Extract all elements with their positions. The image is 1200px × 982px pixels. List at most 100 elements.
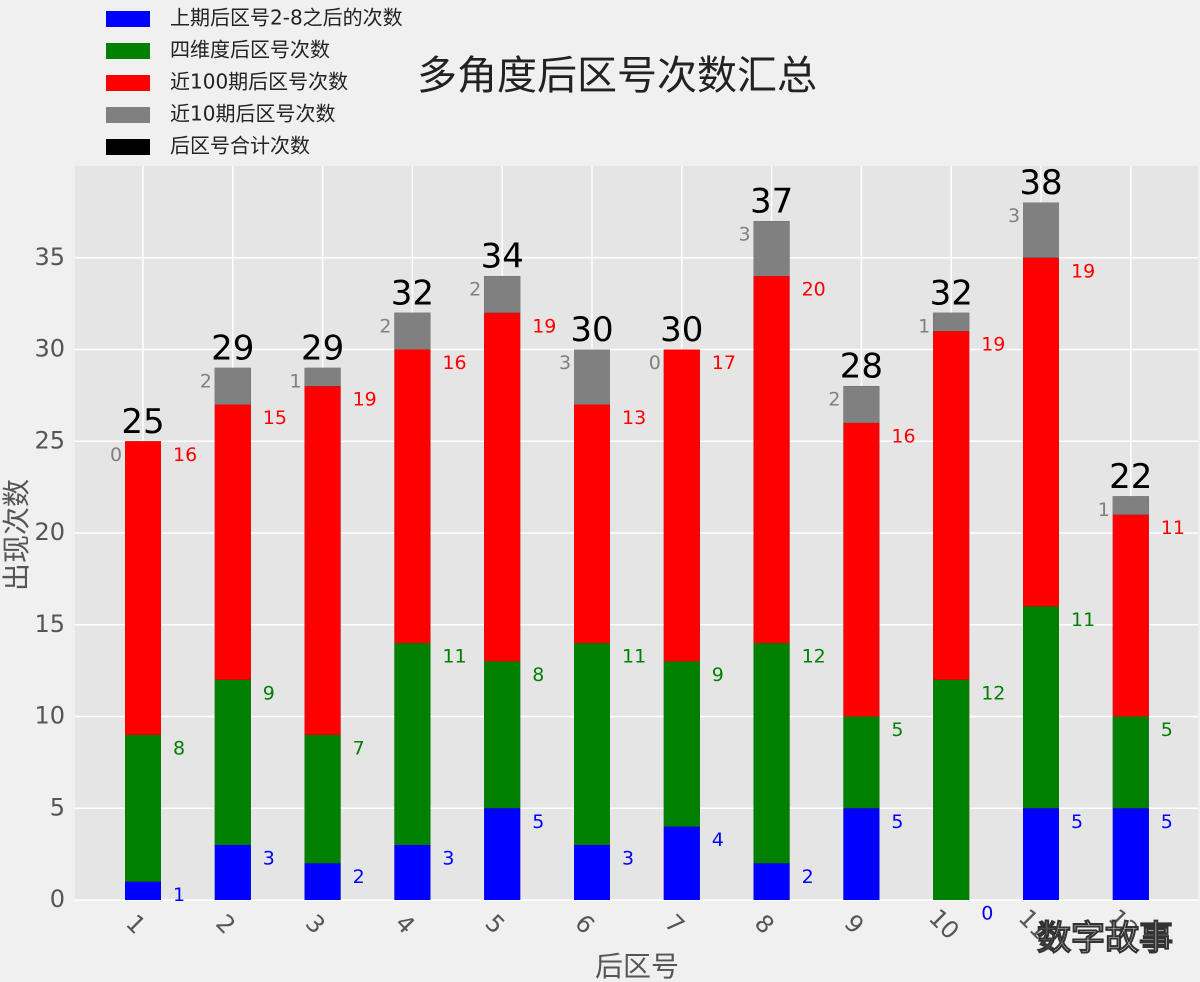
x-tick-label: 1 bbox=[120, 909, 151, 940]
value-label: 2 bbox=[828, 389, 840, 411]
bar-segment bbox=[394, 643, 431, 845]
value-label: 9 bbox=[712, 664, 724, 686]
value-label: 16 bbox=[173, 444, 197, 466]
bar-segment bbox=[663, 661, 700, 827]
x-tick-label: 7 bbox=[659, 909, 690, 940]
value-label: 19 bbox=[981, 334, 1005, 356]
bar-segment bbox=[843, 808, 880, 900]
x-tick-label: 6 bbox=[569, 909, 600, 940]
y-tick-label: 30 bbox=[34, 335, 65, 363]
value-label: 3 bbox=[622, 847, 634, 869]
bar-segment bbox=[484, 276, 521, 313]
legend-swatch bbox=[106, 11, 150, 27]
value-label: 3 bbox=[739, 224, 751, 246]
bar-segment bbox=[933, 331, 970, 680]
value-label: 3 bbox=[263, 847, 275, 869]
legend-label: 后区号合计次数 bbox=[170, 134, 310, 158]
value-label: 5 bbox=[1161, 719, 1173, 741]
y-tick-label: 5 bbox=[50, 793, 65, 821]
value-label: 2 bbox=[200, 370, 212, 392]
value-label: 2 bbox=[353, 866, 365, 888]
value-label: 7 bbox=[353, 737, 365, 759]
value-label: 16 bbox=[442, 352, 466, 374]
value-label: 8 bbox=[173, 737, 185, 759]
bar-segment bbox=[125, 734, 161, 882]
chart-title: 多角度后区号次数汇总 bbox=[417, 53, 817, 99]
total-label: 25 bbox=[121, 402, 164, 442]
bar-segment bbox=[574, 349, 610, 405]
value-label: 2 bbox=[802, 866, 814, 888]
x-tick-label: 3 bbox=[300, 909, 331, 940]
bar-segment bbox=[933, 679, 970, 900]
value-label: 5 bbox=[891, 719, 903, 741]
value-label: 3 bbox=[559, 352, 571, 374]
bar-segment bbox=[214, 367, 251, 405]
bar-segment bbox=[1112, 808, 1149, 900]
bar-segment bbox=[574, 643, 610, 845]
total-label: 37 bbox=[750, 182, 793, 222]
total-label: 38 bbox=[1019, 163, 1062, 203]
bar-segment bbox=[843, 716, 880, 809]
bar-segment bbox=[1023, 606, 1059, 809]
legend-label: 近10期后区号次数 bbox=[170, 102, 335, 126]
value-label: 20 bbox=[802, 279, 826, 301]
value-label: 19 bbox=[353, 389, 377, 411]
value-label: 5 bbox=[532, 811, 544, 833]
value-label: 1 bbox=[173, 884, 185, 906]
bar-segment bbox=[753, 863, 790, 900]
value-label: 11 bbox=[1161, 517, 1185, 539]
legend-swatch bbox=[106, 75, 150, 91]
bar-segment bbox=[574, 844, 610, 900]
value-label: 12 bbox=[981, 682, 1005, 704]
value-label: 5 bbox=[1071, 811, 1083, 833]
bar-segment bbox=[484, 808, 521, 900]
legend-swatch bbox=[106, 139, 150, 155]
value-label: 0 bbox=[649, 352, 661, 374]
x-tick-label: 4 bbox=[390, 909, 421, 940]
bar-segment bbox=[214, 679, 251, 845]
x-tick-label: 8 bbox=[749, 909, 780, 940]
x-tick-label: 9 bbox=[839, 909, 870, 940]
value-label: 11 bbox=[442, 646, 466, 668]
value-label: 9 bbox=[263, 682, 275, 704]
bar-segment bbox=[304, 386, 341, 735]
value-label: 16 bbox=[891, 425, 915, 447]
value-label: 8 bbox=[532, 664, 544, 686]
x-tick-label: 2 bbox=[210, 909, 241, 940]
value-label: 19 bbox=[532, 315, 556, 337]
value-label: 3 bbox=[442, 847, 454, 869]
value-label: 3 bbox=[1008, 205, 1020, 227]
bars bbox=[125, 202, 1149, 901]
bar-segment bbox=[125, 881, 161, 900]
legend-swatch bbox=[106, 43, 150, 59]
y-tick-label: 25 bbox=[34, 426, 65, 454]
bar-segment bbox=[304, 367, 341, 387]
legend-label: 近100期后区号次数 bbox=[170, 70, 348, 94]
y-tick-label: 0 bbox=[50, 885, 65, 913]
value-label: 12 bbox=[802, 646, 826, 668]
bar-segment bbox=[933, 312, 970, 332]
legend-label: 四维度后区号次数 bbox=[170, 38, 330, 62]
y-tick-label: 10 bbox=[34, 702, 65, 730]
bar-segment bbox=[394, 844, 431, 900]
bar-segment bbox=[214, 844, 251, 900]
x-axis-label: 后区号 bbox=[595, 950, 679, 982]
bar-segment bbox=[753, 276, 790, 644]
total-label: 32 bbox=[391, 273, 434, 313]
value-label: 0 bbox=[110, 444, 122, 466]
bar-segment bbox=[214, 404, 251, 680]
total-label: 28 bbox=[840, 347, 883, 387]
total-label: 30 bbox=[570, 310, 613, 350]
legend: 上期后区号2-8之后的次数四维度后区号次数近100期后区号次数近10期后区号次数… bbox=[106, 6, 403, 158]
value-label: 15 bbox=[263, 407, 287, 429]
y-axis-label: 出现次数 bbox=[0, 479, 33, 591]
value-label: 19 bbox=[1071, 260, 1095, 282]
watermark: 数字故事 bbox=[1037, 919, 1173, 959]
value-label: 5 bbox=[891, 811, 903, 833]
bar-segment bbox=[663, 826, 700, 900]
x-tick-label: 5 bbox=[480, 909, 511, 940]
bar-segment bbox=[394, 312, 431, 350]
value-label: 13 bbox=[622, 407, 646, 429]
bar-segment bbox=[125, 441, 161, 735]
